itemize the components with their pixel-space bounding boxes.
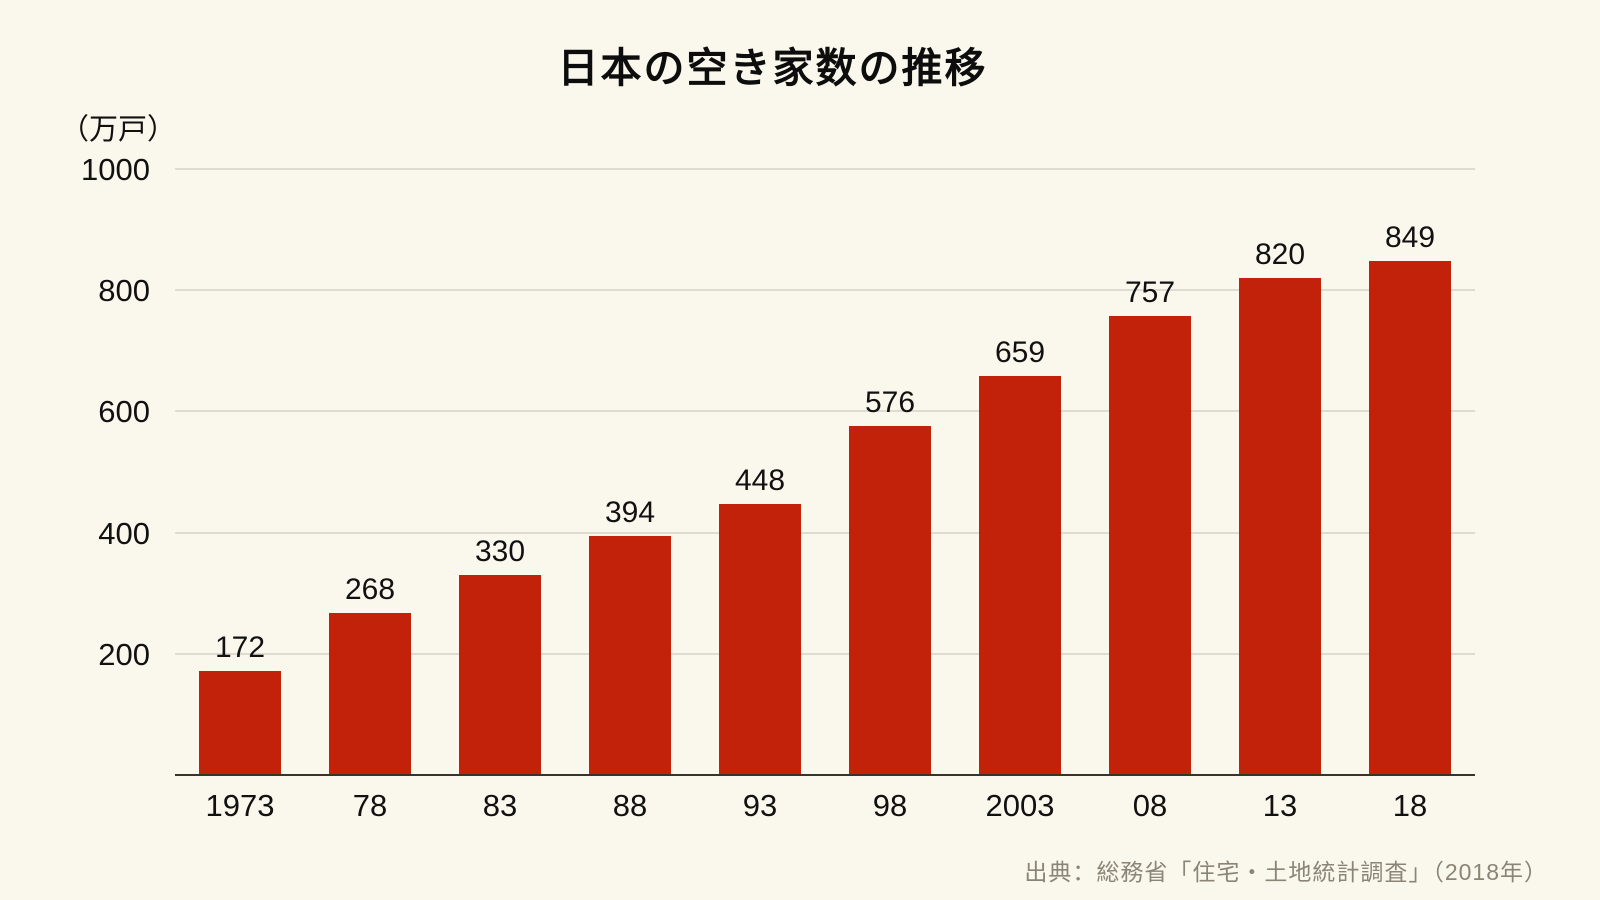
x-axis-line: [175, 774, 1475, 776]
bar: [1239, 278, 1321, 775]
x-tick-label: 13: [1262, 788, 1298, 823]
y-tick-label: 200: [98, 636, 150, 672]
y-axis-unit-label: （万戸）: [60, 114, 177, 146]
y-tick-label: 600: [98, 394, 150, 430]
gridline: [175, 652, 1475, 655]
bar-value-label: 849: [1384, 220, 1436, 254]
x-tick-label: 93: [742, 788, 778, 823]
bar: [329, 612, 411, 775]
y-tick-label: 800: [98, 273, 150, 309]
bar-value-label: 268: [344, 572, 396, 606]
bar: [459, 575, 541, 775]
bar: [1109, 316, 1191, 775]
gridline: [175, 531, 1475, 534]
gridline: [175, 410, 1475, 413]
bar-value-label: 659: [994, 335, 1046, 369]
bar-value-label: 394: [604, 496, 656, 530]
x-tick-label: 78: [352, 788, 388, 823]
bar-value-label: 448: [734, 463, 786, 497]
gridline: [175, 289, 1475, 292]
bar: [1369, 260, 1451, 775]
bar-value-label: 820: [1254, 238, 1306, 272]
bar: [979, 375, 1061, 775]
y-tick-label: 1000: [81, 152, 150, 187]
y-tick-label: 400: [98, 515, 150, 551]
bar-value-label: 330: [474, 535, 526, 569]
bar-value-label: 757: [1124, 276, 1176, 310]
x-tick-label: 1973: [205, 788, 275, 823]
bar: [199, 670, 281, 775]
bar: [849, 425, 931, 775]
x-tick-label: 83: [482, 788, 518, 823]
x-tick-label: 18: [1392, 788, 1428, 823]
bar: [719, 503, 801, 775]
x-tick-label: 98: [872, 788, 908, 823]
bar: [589, 536, 671, 775]
bar-value-label: 172: [214, 630, 266, 664]
x-tick-label: 08: [1132, 788, 1168, 823]
bar-value-label: 576: [864, 385, 916, 419]
source-note: 出典：総務省「住宅・土地統計調査」（2018年）: [1024, 859, 1548, 885]
chart-title: 日本の空き家数の推移: [557, 45, 988, 91]
x-tick-label: 88: [612, 788, 648, 823]
x-tick-label: 2003: [985, 788, 1055, 823]
gridline: [175, 168, 1475, 170]
